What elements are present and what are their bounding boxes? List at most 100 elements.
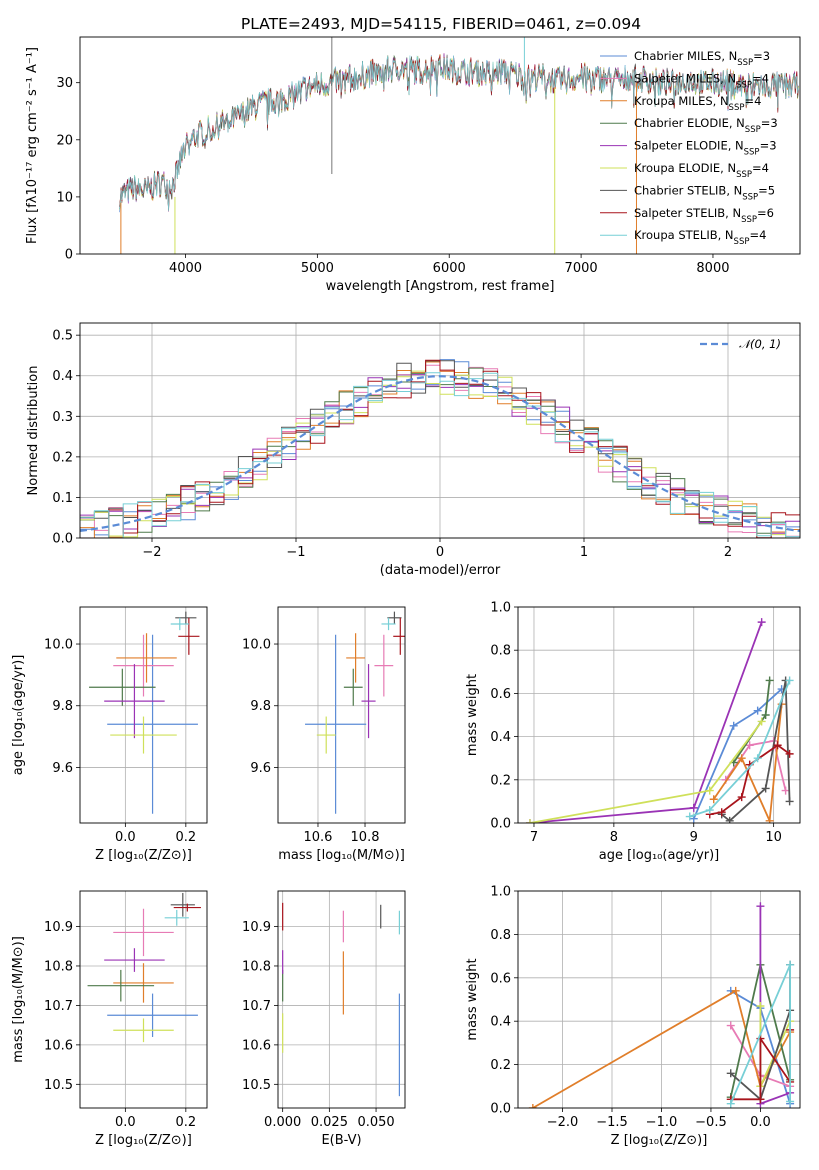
x-tick-label: −1 [286, 545, 305, 560]
y-axis-label: Normed distribution [26, 366, 41, 496]
weight-line [689, 680, 791, 818]
y-tick-label: 0.6 [490, 687, 511, 702]
errorbar-point [113, 908, 174, 957]
legend-label: Chabrier STELIB, N [634, 183, 742, 197]
weight-line [712, 704, 783, 823]
x-tick-label: −1.0 [646, 1115, 678, 1130]
x-tick-label: 5000 [301, 261, 334, 276]
x-tick-label: 0.2 [175, 830, 196, 845]
panel-residuals: −2 −1 0 1 2 0.0 0.1 0.2 0.3 0.4 0.5 (data-model)/er… [26, 322, 801, 578]
weight-marker [756, 1002, 765, 1011]
weight-line [529, 621, 763, 823]
weight-line [692, 688, 783, 820]
legend-sub: SSP [745, 125, 761, 135]
legend-entry: 𝒩(0, 1) [739, 337, 781, 351]
weight-marker [773, 741, 782, 750]
errorbar-point [107, 634, 198, 814]
x-tick-label: 10.8 [351, 830, 380, 845]
y-tick-label: 10.5 [242, 1078, 271, 1093]
errorbar-point [316, 716, 336, 754]
y-tick-label: 10.7 [44, 999, 73, 1014]
y-tick-label: 0.4 [490, 1015, 511, 1030]
weight-marker [725, 816, 734, 823]
errorbar-point [387, 611, 402, 624]
spectrum-line [119, 55, 799, 212]
errorbar-point [164, 909, 189, 926]
weight-marker [761, 784, 770, 793]
legend-tail: =4 [749, 228, 766, 242]
y-tick-label: 9.8 [52, 699, 73, 714]
legend-label: Kroupa STELIB, N [634, 228, 734, 242]
y-axis-label: Flux [fλ10⁻¹⁷ erg cm⁻² s⁻¹ A⁻¹] [25, 47, 40, 244]
errorbar-point [110, 716, 177, 754]
weight-marker [726, 1099, 735, 1108]
y-tick-label: 10.0 [44, 638, 73, 653]
weight-marker [709, 795, 718, 804]
legend-sub: SSP [741, 215, 757, 225]
errorbar-point [361, 664, 376, 739]
errorbar-point [374, 634, 394, 697]
weight-marker [765, 676, 774, 685]
y-tick-label: 1.0 [490, 601, 511, 616]
x-tick-label: 0.000 [264, 1115, 301, 1130]
x-tick-label: 2 [724, 545, 732, 560]
weight-marker [757, 618, 766, 627]
plot-area [305, 611, 405, 814]
errorbar-point [87, 969, 155, 1002]
weight-marker [726, 1021, 735, 1030]
plot-frame [79, 36, 801, 255]
x-tick-label: 0.0 [115, 830, 136, 845]
legend-sub: SSP [742, 192, 758, 202]
legend-entry: Chabrier STELIB, NSSP=5 [634, 183, 775, 202]
legend-label: Kroupa ELODIE, N [634, 161, 736, 175]
weight-marker [785, 749, 794, 758]
x-tick-label: −2.0 [547, 1115, 579, 1130]
y-tick-label: 9.6 [52, 761, 73, 776]
legend-tail: =4 [744, 94, 761, 108]
plot-frame [517, 890, 801, 1109]
legend-entry: Salpeter ELODIE, NSSP=3 [634, 139, 777, 158]
legend-label: Salpeter MILES, N [634, 71, 736, 85]
legend-entry: Kroupa MILES, NSSP=4 [634, 94, 761, 113]
errorbar-point [381, 617, 396, 631]
y-axis-label: mass weight [465, 958, 480, 1040]
weight-marker [685, 812, 694, 821]
y-tick-label: 10.8 [44, 959, 73, 974]
plot-frame [79, 322, 801, 539]
y-tick-label: 9.6 [250, 761, 271, 776]
y-tick-label: 0.8 [490, 928, 511, 943]
x-tick-label: 0.0 [750, 1115, 771, 1130]
y-tick-label: 0.2 [490, 773, 511, 788]
y-axis-label: mass [log₁₀(M/M⊙)] [11, 936, 26, 1063]
y-tick-label: 10.0 [242, 638, 271, 653]
weight-marker [689, 803, 698, 812]
x-tick-label: 8000 [696, 261, 729, 276]
y-tick-label: 10.6 [44, 1038, 73, 1053]
y-tick-label: 20 [56, 133, 73, 148]
weight-marker [756, 1095, 765, 1104]
errorbar-point [178, 617, 200, 655]
y-tick-label: 0.0 [490, 817, 511, 832]
legend-tail: =4 [752, 71, 769, 85]
weight-marker [525, 819, 534, 823]
weight-marker [745, 741, 754, 750]
x-tick-label: 10 [765, 830, 782, 845]
y-tick-label: 10.5 [44, 1078, 73, 1093]
y-tick-label: 0.5 [52, 329, 73, 344]
x-tick-label: 0.050 [357, 1115, 394, 1130]
weight-marker [729, 721, 738, 730]
x-tick-label: 0 [436, 545, 444, 560]
legend-label: Salpeter STELIB, N [634, 206, 741, 220]
legend-tail: =4 [752, 161, 769, 175]
x-tick-label: 9 [690, 830, 698, 845]
weight-marker [756, 902, 765, 911]
y-tick-label: 10.6 [242, 1038, 271, 1053]
y-tick-label: 10.8 [242, 959, 271, 974]
x-tick-label: 7000 [565, 261, 598, 276]
histogram-step [80, 370, 800, 538]
panel-weight-vs-Z: −2.0 −1.5 −1.0 −0.5 0.0 0.0 0.2 0.4 0.6 0.8 1.0 Z [… [465, 885, 801, 1148]
errorbar-point [170, 617, 189, 631]
y-tick-label: 10.9 [44, 920, 73, 935]
plot-area [119, 37, 799, 254]
